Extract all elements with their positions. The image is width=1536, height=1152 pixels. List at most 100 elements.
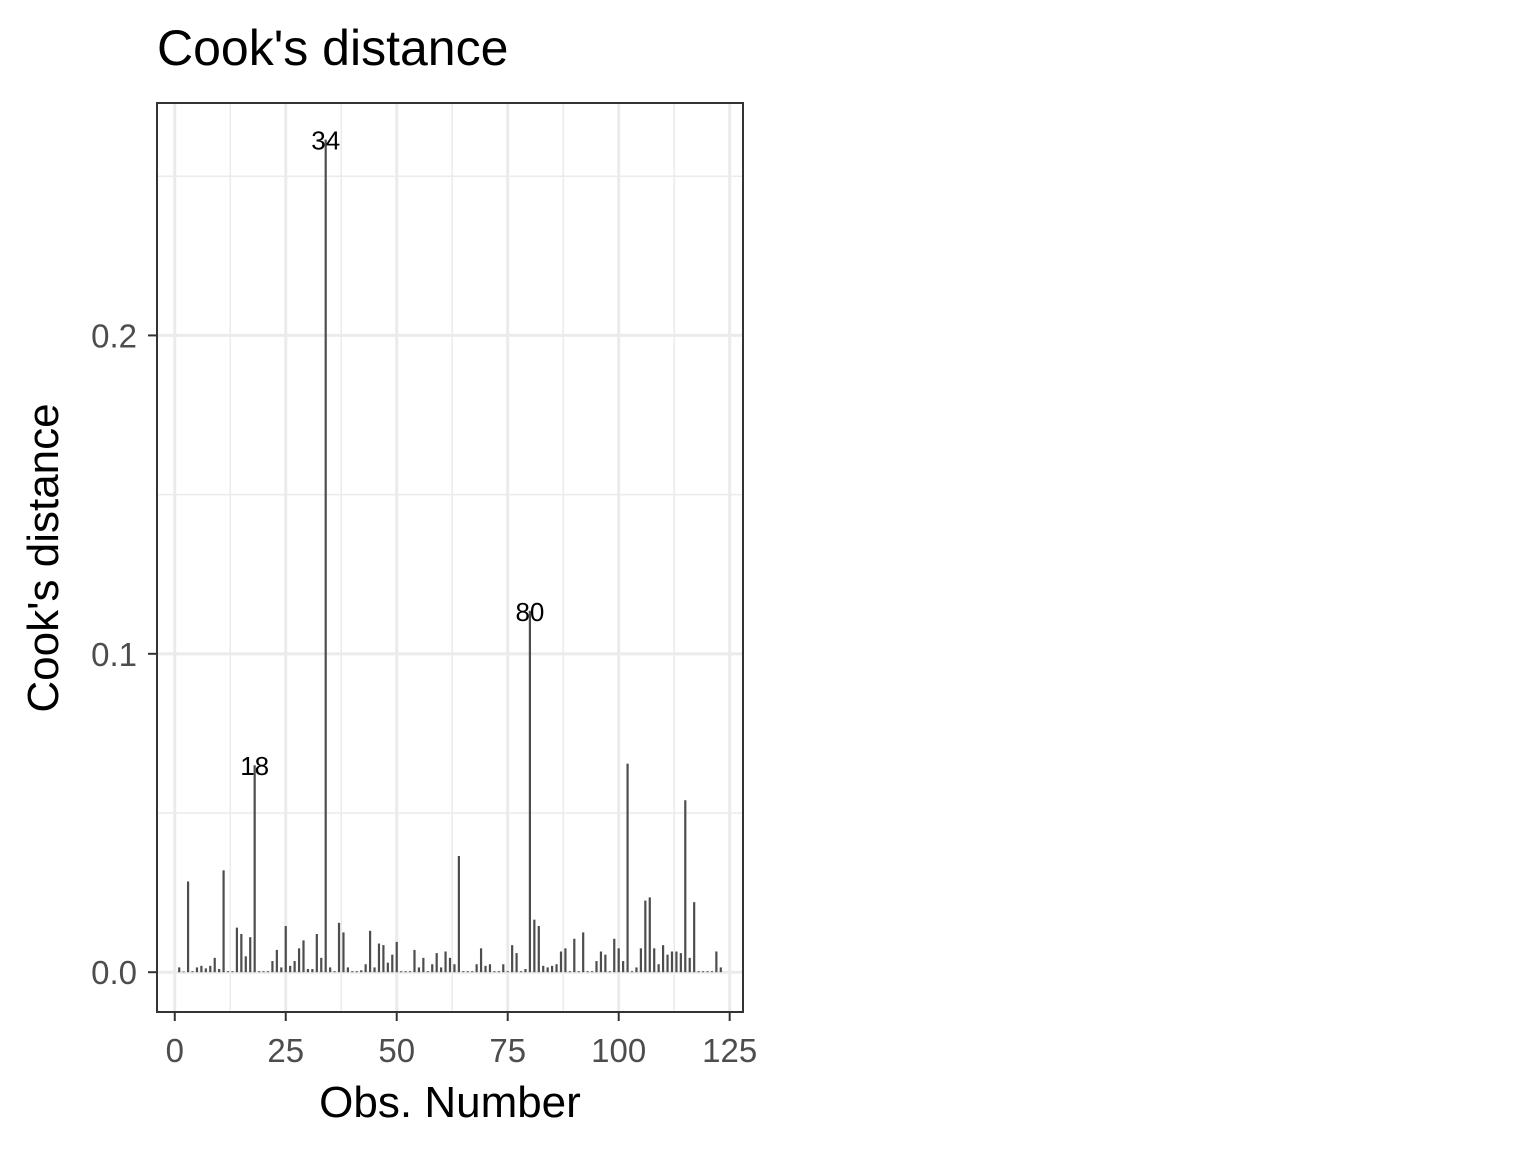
bar: [200, 965, 203, 973]
x-tick-label: 75: [489, 1032, 526, 1069]
bar: [706, 971, 709, 973]
bar: [315, 933, 318, 973]
bar: [466, 971, 469, 973]
bar: [626, 763, 629, 973]
bar: [293, 961, 296, 973]
bar: [604, 954, 607, 973]
bar: [622, 961, 625, 973]
bar: [697, 971, 700, 973]
bar: [377, 943, 381, 973]
bar: [373, 967, 376, 973]
bar: [426, 971, 429, 973]
bar: [444, 951, 447, 973]
bar: [324, 139, 327, 973]
bar: [608, 971, 611, 973]
bar: [457, 855, 460, 973]
bar: [479, 948, 483, 973]
bar: [218, 969, 221, 973]
bar: [368, 930, 372, 973]
y-axis-title: Cook's distance: [19, 403, 68, 712]
y-tick-label: 0.1: [91, 636, 137, 673]
bar: [502, 964, 505, 973]
bar: [417, 967, 421, 973]
bar: [710, 971, 714, 973]
minor-gridlines: [157, 103, 743, 1012]
bar: [719, 967, 722, 973]
bar: [657, 964, 660, 973]
bar: [271, 961, 274, 973]
bar: [297, 948, 301, 973]
x-tick-label: 25: [267, 1032, 304, 1069]
bar: [568, 971, 571, 973]
bar: [630, 971, 634, 973]
bar: [488, 964, 492, 973]
bar: [262, 971, 265, 973]
bar: [670, 951, 674, 973]
bar: [653, 948, 656, 973]
bar: [209, 965, 212, 973]
bar: [564, 948, 567, 973]
bar: [675, 951, 678, 973]
bar: [533, 919, 536, 973]
bar: [351, 971, 354, 973]
x-tick-label: 50: [378, 1032, 415, 1069]
bar: [266, 971, 270, 973]
bar: [448, 957, 452, 973]
bar: [244, 956, 247, 973]
bar: [302, 940, 305, 973]
bar: [573, 938, 576, 973]
bar: [364, 964, 367, 973]
bar: [280, 967, 283, 973]
bar: [284, 926, 287, 973]
bar: [240, 933, 243, 973]
bar: [182, 971, 185, 973]
bar: [559, 951, 563, 973]
bar: [684, 800, 687, 973]
bar: [391, 954, 394, 973]
bar: [360, 970, 363, 973]
bar: [253, 765, 256, 973]
y-axis: 0.0 0.1 0.2: [91, 317, 157, 991]
x-tick-label: 100: [591, 1032, 646, 1069]
bar: [275, 949, 278, 973]
bar: [435, 953, 438, 973]
bar-labels: 18 34 80: [240, 126, 544, 782]
bar: [346, 967, 349, 973]
bar: [693, 902, 696, 973]
bar: [542, 965, 545, 973]
bar: [524, 969, 527, 973]
bar: [475, 964, 478, 973]
x-tick-label: 0: [166, 1032, 184, 1069]
bar: [595, 961, 598, 973]
bar: [453, 964, 456, 973]
bar: [701, 971, 705, 973]
bar: [586, 971, 589, 973]
bar: [178, 967, 181, 973]
bars: [178, 139, 722, 973]
bar: [440, 967, 443, 973]
x-axis: 0 25 50 75 100 125: [166, 1012, 757, 1069]
bar: [635, 967, 638, 973]
bar: [639, 948, 642, 973]
x-tick-label: 125: [702, 1032, 757, 1069]
y-tick-label: 0.2: [91, 317, 137, 354]
bar: [519, 971, 523, 973]
bar: [395, 941, 398, 973]
y-tick-label: 0.0: [91, 954, 137, 991]
bar: [226, 971, 230, 973]
bar: [222, 870, 225, 973]
bar-label-34: 34: [311, 126, 340, 156]
bar: [249, 937, 252, 973]
bar: [582, 932, 585, 973]
bar: [661, 945, 665, 973]
bar: [289, 965, 292, 973]
bar: [715, 951, 718, 973]
bar: [613, 938, 616, 973]
bar: [320, 957, 323, 973]
bar: [493, 971, 496, 973]
bar: [551, 965, 554, 973]
bar: [679, 953, 682, 973]
bar: [382, 945, 385, 973]
bar: [306, 969, 310, 973]
